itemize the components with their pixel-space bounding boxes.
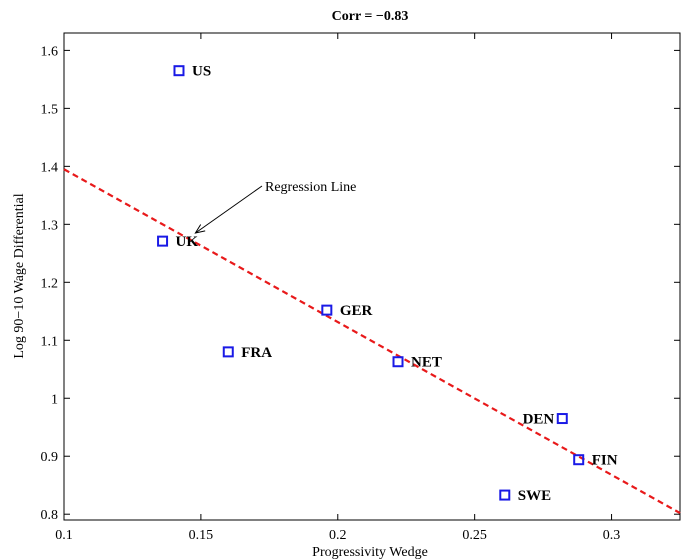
- y-tick-label: 1.2: [41, 276, 59, 291]
- point-label-ger: GER: [340, 303, 373, 319]
- point-label-den: DEN: [523, 412, 555, 428]
- y-tick-label: 0.9: [41, 450, 59, 465]
- point-label-fin: FIN: [592, 453, 618, 469]
- point-label-us: US: [192, 64, 211, 80]
- data-point-fra: [222, 346, 234, 358]
- annotation-arrow-head: [194, 224, 206, 234]
- annotation-arrow-line: [195, 185, 263, 234]
- point-label-swe: SWE: [518, 488, 551, 504]
- x-tick-label: 0.3: [603, 528, 621, 543]
- data-points: US UK GER FRA NET DEN FIN SWE: [157, 64, 618, 504]
- data-point-ger: [321, 304, 333, 316]
- x-axis: 0.1 0.15 0.2 0.25 0.3: [55, 33, 620, 543]
- y-tick-label: 1.4: [41, 160, 59, 175]
- annotation-group: Regression Line: [194, 180, 356, 234]
- x-tick-label: 0.2: [329, 528, 347, 543]
- data-point-uk: [157, 235, 169, 247]
- data-point-net: [392, 356, 404, 368]
- point-label-net: NET: [411, 355, 442, 371]
- chart-title: Corr = −0.83: [332, 9, 409, 24]
- y-tick-label: 1.1: [41, 334, 59, 349]
- annotation-text: Regression Line: [265, 180, 356, 195]
- y-tick-label: 1.6: [41, 44, 59, 59]
- data-point-swe: [499, 489, 511, 501]
- regression-line-group: [63, 168, 681, 515]
- data-point-den: [556, 413, 568, 425]
- y-tick-label: 1.5: [41, 102, 59, 117]
- x-tick-label: 0.15: [189, 528, 214, 543]
- data-point-us: [173, 65, 185, 77]
- y-tick-label: 0.8: [41, 508, 59, 523]
- y-tick-label: 1.3: [41, 218, 59, 233]
- y-axis-label: Log 90−10 Wage Differential: [12, 193, 27, 358]
- x-axis-label: Progressivity Wedge: [312, 545, 428, 560]
- plot-area: [63, 32, 681, 521]
- x-tick-label: 0.25: [462, 528, 487, 543]
- y-tick-label: 1: [51, 392, 58, 407]
- y-axis: 0.8 0.9 1 1.1 1.2 1.3 1.4 1.5 1.6: [41, 44, 680, 523]
- regression-line: [63, 168, 681, 515]
- data-point-fin: [573, 454, 585, 466]
- x-tick-label: 0.1: [55, 528, 73, 543]
- point-label-uk: UK: [176, 234, 199, 250]
- point-label-fra: FRA: [241, 345, 272, 361]
